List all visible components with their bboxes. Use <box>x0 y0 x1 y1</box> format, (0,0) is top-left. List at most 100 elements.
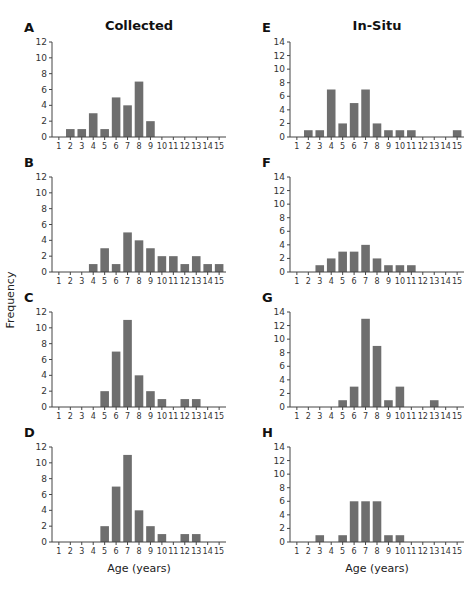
x-tick-label: 15 <box>452 412 462 421</box>
panel-label: D <box>24 425 35 440</box>
x-axis-line <box>290 137 464 138</box>
x-tick-label: 13 <box>429 277 439 286</box>
bars <box>304 90 461 138</box>
x-tick-label: 5 <box>340 277 345 286</box>
y-tick-label: 12 <box>36 37 47 47</box>
x-tick-label: 3 <box>79 412 84 421</box>
y-tick-label: 14 <box>274 307 286 317</box>
y-axis-line <box>52 312 53 407</box>
x-tick-label: 15 <box>452 142 462 151</box>
bar <box>215 264 224 272</box>
bar <box>430 400 439 407</box>
bar <box>203 264 212 272</box>
x-tick-label: 14 <box>203 277 213 286</box>
bar <box>384 265 393 272</box>
x-tick-label: 11 <box>168 547 178 556</box>
x-tick-label: 12 <box>418 277 428 286</box>
x-tick-label: 13 <box>429 412 439 421</box>
y-tick-label: 4 <box>41 100 47 110</box>
bar <box>180 534 189 542</box>
x-tick-label: 13 <box>191 277 201 286</box>
bar <box>100 526 109 542</box>
bar <box>158 534 167 542</box>
x-tick-label: 13 <box>191 412 201 421</box>
x-tick-label: 1 <box>56 277 61 286</box>
y-tick-label: 12 <box>274 321 285 331</box>
y-tick-label: 0 <box>41 537 47 547</box>
bar <box>146 121 155 137</box>
x-tick-label: 3 <box>317 547 322 556</box>
x-tick-label: 4 <box>91 547 96 556</box>
bar <box>361 501 370 542</box>
y-tick-label: 8 <box>279 348 285 358</box>
bar <box>373 346 382 407</box>
bar <box>373 258 382 272</box>
x-tick-label: 8 <box>374 547 379 556</box>
x-tick-label: 14 <box>441 277 451 286</box>
bars <box>315 501 404 542</box>
x-axis-label: Age (years) <box>345 562 409 575</box>
bar <box>123 105 132 137</box>
x-axis-line <box>290 407 464 408</box>
x-tick-label: 3 <box>317 412 322 421</box>
x-tick-label: 15 <box>452 277 462 286</box>
x-tick-label: 5 <box>102 277 107 286</box>
x-tick-label: 6 <box>352 142 357 151</box>
bar <box>327 258 336 272</box>
x-tick-label: 13 <box>429 142 439 151</box>
x-tick-label: 8 <box>136 142 141 151</box>
x-tick-label: 10 <box>157 277 167 286</box>
bar <box>396 387 405 407</box>
bar <box>89 264 98 272</box>
x-tick-label: 14 <box>203 412 213 421</box>
y-axis-line <box>52 177 53 272</box>
x-tick-label: 2 <box>68 412 73 421</box>
y-tick-label: 4 <box>279 105 285 115</box>
x-tick-label: 4 <box>91 142 96 151</box>
x-tick-label: 9 <box>148 412 153 421</box>
x-tick-label: 6 <box>114 142 119 151</box>
y-tick-label: 4 <box>279 510 285 520</box>
y-tick-label: 10 <box>36 53 48 63</box>
bar <box>123 232 132 272</box>
bar <box>350 103 359 137</box>
bar <box>373 123 382 137</box>
bars <box>100 455 200 542</box>
y-axis-line <box>290 42 291 137</box>
y-tick-label: 10 <box>36 188 48 198</box>
bar <box>112 352 121 407</box>
x-tick-label: 15 <box>214 547 224 556</box>
x-tick-label: 6 <box>114 547 119 556</box>
y-tick-label: 12 <box>36 442 47 452</box>
x-tick-label: 7 <box>363 547 368 556</box>
bar <box>169 256 178 272</box>
x-tick-label: 4 <box>329 412 334 421</box>
x-tick-label: 6 <box>352 547 357 556</box>
x-tick-label: 2 <box>68 142 73 151</box>
y-tick-label: 8 <box>279 78 285 88</box>
x-tick-label: 12 <box>180 142 190 151</box>
bar <box>112 264 121 272</box>
y-tick-label: 4 <box>41 235 47 245</box>
y-tick-label: 12 <box>36 307 47 317</box>
y-tick-label: 2 <box>279 253 285 263</box>
x-axis-line <box>290 272 464 273</box>
x-tick-label: 15 <box>214 277 224 286</box>
x-tick-label: 1 <box>294 547 299 556</box>
x-tick-label: 10 <box>395 547 405 556</box>
y-tick-label: 2 <box>41 251 47 261</box>
bar <box>100 248 109 272</box>
bar <box>135 375 144 407</box>
bar <box>135 240 144 272</box>
x-tick-label: 4 <box>329 547 334 556</box>
x-tick-label: 11 <box>168 412 178 421</box>
x-tick-label: 1 <box>56 547 61 556</box>
x-tick-label: 8 <box>374 412 379 421</box>
y-tick-label: 6 <box>279 226 285 236</box>
y-axis-label: Frequency <box>4 271 17 328</box>
bar <box>180 399 189 407</box>
y-tick-label: 6 <box>41 220 47 230</box>
bar <box>135 82 144 137</box>
x-tick-label: 9 <box>148 142 153 151</box>
y-tick-label: 0 <box>279 132 285 142</box>
